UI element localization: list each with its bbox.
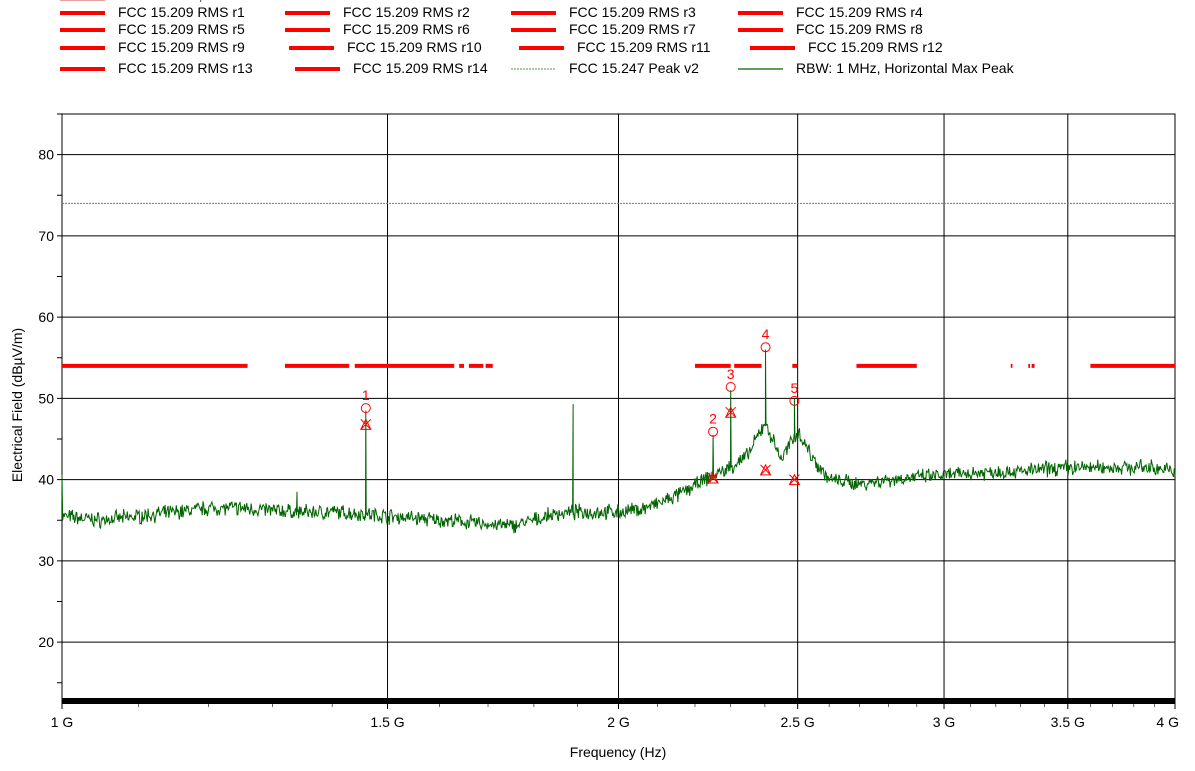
legend-label: FCC 15.209 RMS r2: [343, 4, 470, 20]
legend-label: RBW: 1 MHz, Horizontal Max RMS: [118, 0, 335, 3]
grid-lines: [62, 114, 1175, 699]
marker-label: 4: [762, 326, 770, 342]
legend-label: FCC 15.209 RMS r11: [577, 39, 711, 55]
legend-label: FCC 15.209 RMS r1: [118, 4, 245, 20]
chart-legend: FCC 15.209 RMS r1 FCC 15.209 RMS r2 FCC 15…: [60, 0, 1015, 76]
data-traces: [61, 349, 1176, 534]
x-axis-title: Frequency (Hz): [570, 744, 666, 760]
legend-label: FCC 15.209 RMS r10: [347, 39, 482, 55]
peak-marker-circle: [789, 395, 800, 406]
rms-marker-triangle: [360, 418, 372, 430]
rms-marker-triangle: [724, 406, 737, 418]
legend-label: FCC 15.209 RMS r8: [796, 21, 923, 37]
legend-label: FCC 15.209 RMS r4: [796, 4, 923, 20]
y-tick-label: 30: [38, 553, 54, 569]
legend-label: FCC 15.247 Peak v2: [569, 60, 699, 76]
marker-label: 3: [727, 366, 735, 382]
x-tick-label: 2 G: [607, 714, 630, 730]
rms-marker-triangle: [707, 471, 719, 484]
y-tick-label: 40: [38, 472, 54, 488]
x-tick-label: 1 G: [51, 714, 74, 730]
x-tick-label: 1.5 G: [370, 714, 404, 730]
legend-label: FCC 15.209 RMS r3: [569, 4, 696, 20]
y-tick-label: 60: [38, 309, 54, 325]
y-tick-label: 20: [38, 634, 54, 650]
peak-marker-circle: [725, 382, 736, 392]
marker-label: 5: [791, 380, 799, 396]
peak-marker-circle: [760, 342, 771, 353]
legend-label: FCC 15.209 RMS r9: [118, 39, 245, 55]
legend-label: FCC 15.209 RMS r5: [118, 21, 245, 37]
legend-label: FCC 15.209 RMS r7: [569, 21, 696, 37]
x-tick-label: 2.5 G: [781, 714, 815, 730]
x-tick-label: 4 G: [1156, 714, 1179, 730]
rms-marker-triangle: [788, 473, 801, 486]
y-axis: 20 30 40 50 60 70 80: [38, 113, 62, 684]
legend-label: FCC 15.209 RMS r6: [343, 21, 470, 37]
legend-label: RBW: 1 MHz, Horizontal Max Peak: [796, 60, 1015, 76]
measurement-markers: 1 2 3 4 5: [360, 326, 801, 486]
peak-trace: [61, 349, 1176, 534]
legend-label: FCC 15.209 RMS r14: [353, 60, 488, 76]
peak-marker-circle: [360, 403, 371, 414]
legend-label: FCC 15.209 RMS r12: [808, 39, 943, 55]
marker-label: 1: [362, 387, 370, 403]
x-axis: 1 G 1.5 G 2 G 2.5 G 3 G 3.5 G 4 G: [51, 698, 1179, 730]
legend-label: FCC 15.209 RMS r13: [118, 60, 253, 76]
peak-marker-circle: [708, 426, 719, 437]
marker-label: 2: [709, 411, 717, 427]
y-tick-label: 50: [38, 390, 54, 406]
x-tick-label: 3.5 G: [1051, 714, 1085, 730]
y-axis-title: Electrical Field (dBµV/m): [9, 328, 25, 482]
x-tick-label: 3 G: [933, 714, 956, 730]
rms-marker-triangle: [759, 463, 772, 476]
y-tick-label: 80: [38, 147, 54, 163]
y-tick-label: 70: [38, 228, 54, 244]
limit-lines: [62, 202, 1175, 368]
